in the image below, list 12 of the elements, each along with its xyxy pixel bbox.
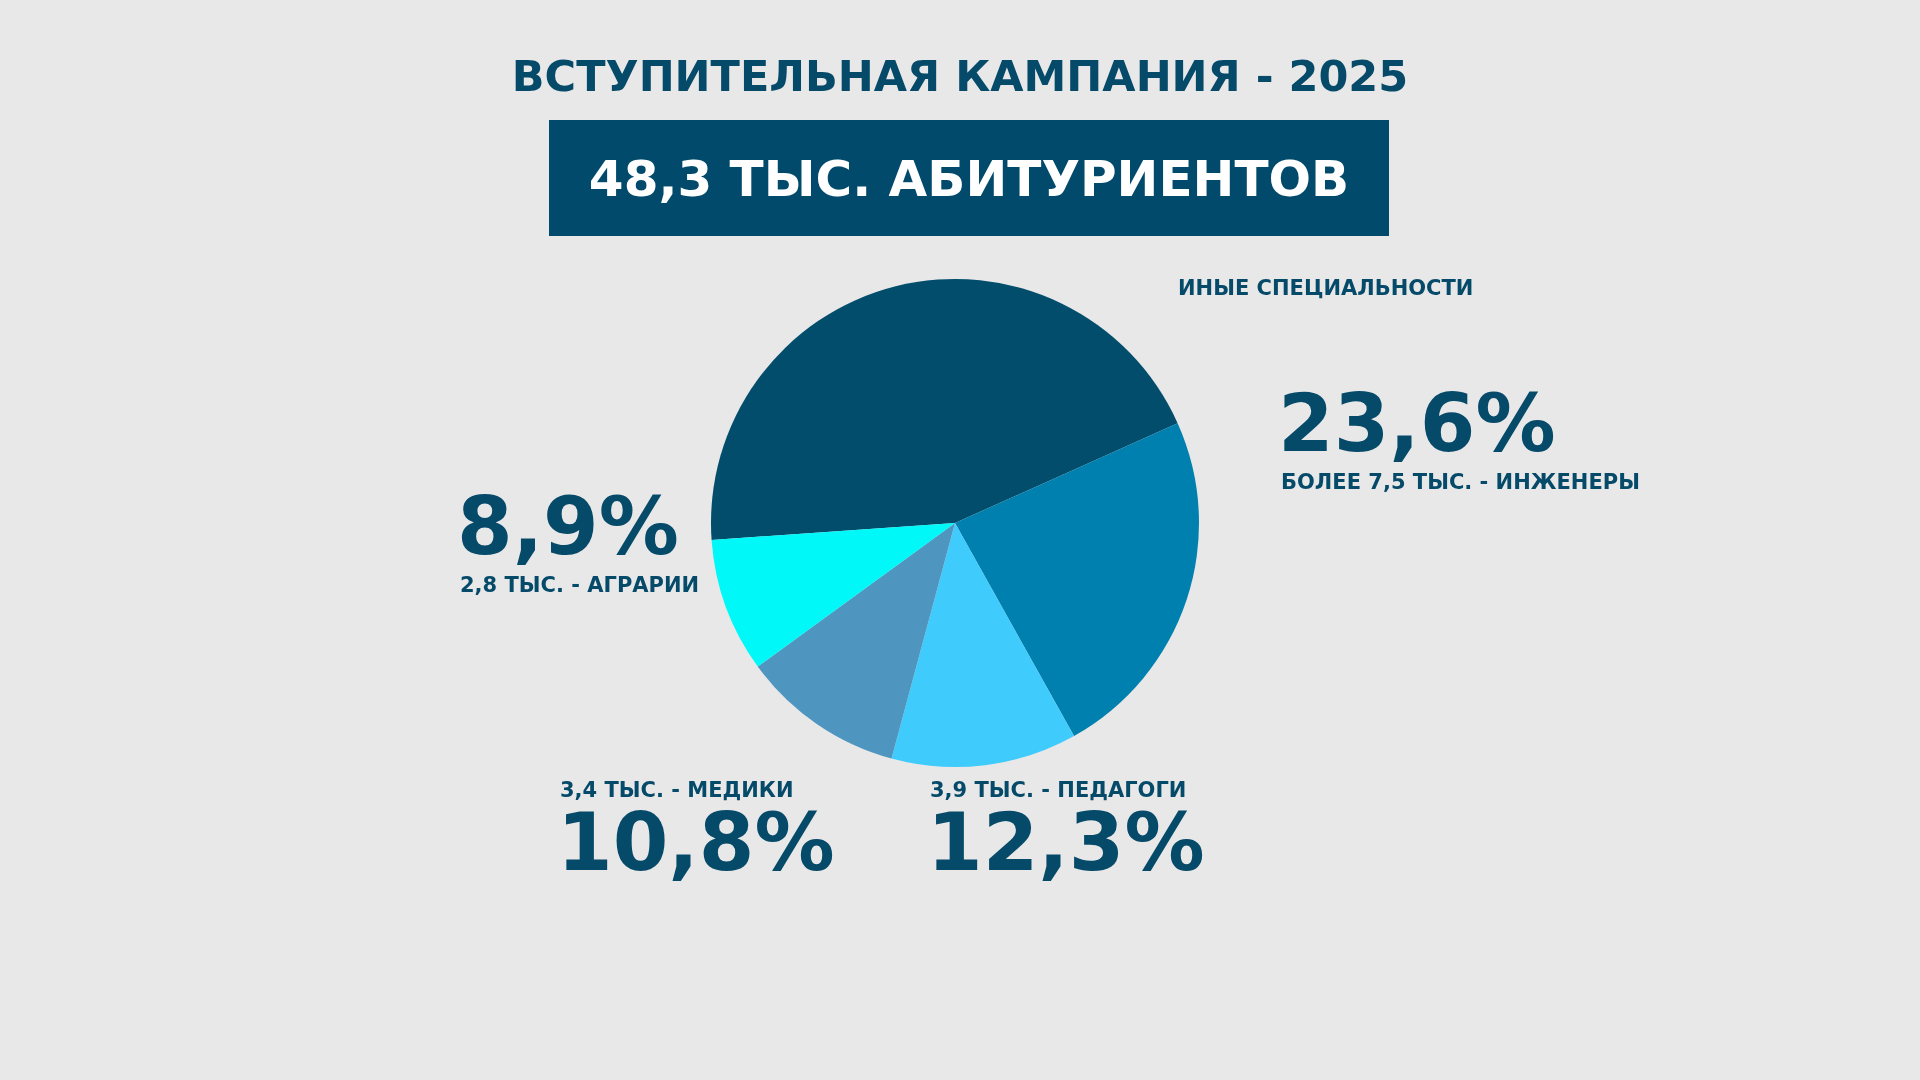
- pie-slice: [891, 523, 1075, 767]
- slice-label: БОЛЕЕ 7,5 ТЫС. - ИНЖЕНЕРЫ: [1281, 470, 1640, 494]
- data-label: 8,9%: [457, 480, 679, 573]
- pie-slice: [711, 523, 955, 667]
- pie-slice: [955, 423, 1199, 736]
- chart-title: ВСТУПИТЕЛЬНАЯ КАМПАНИЯ - 2025: [511, 51, 1409, 101]
- pie-slice: [711, 279, 1178, 541]
- slice-label: ИНЫЕ СПЕЦИАЛЬНОСТИ: [1178, 276, 1474, 300]
- data-label: 23,6%: [1278, 377, 1556, 470]
- chart-subtitle: 48,3 ТЫС. АБИТУРИЕНТОВ: [588, 150, 1350, 208]
- pie-slice: [757, 523, 955, 759]
- slice-label: 2,8 ТЫС. - АГРАРИИ: [460, 573, 700, 597]
